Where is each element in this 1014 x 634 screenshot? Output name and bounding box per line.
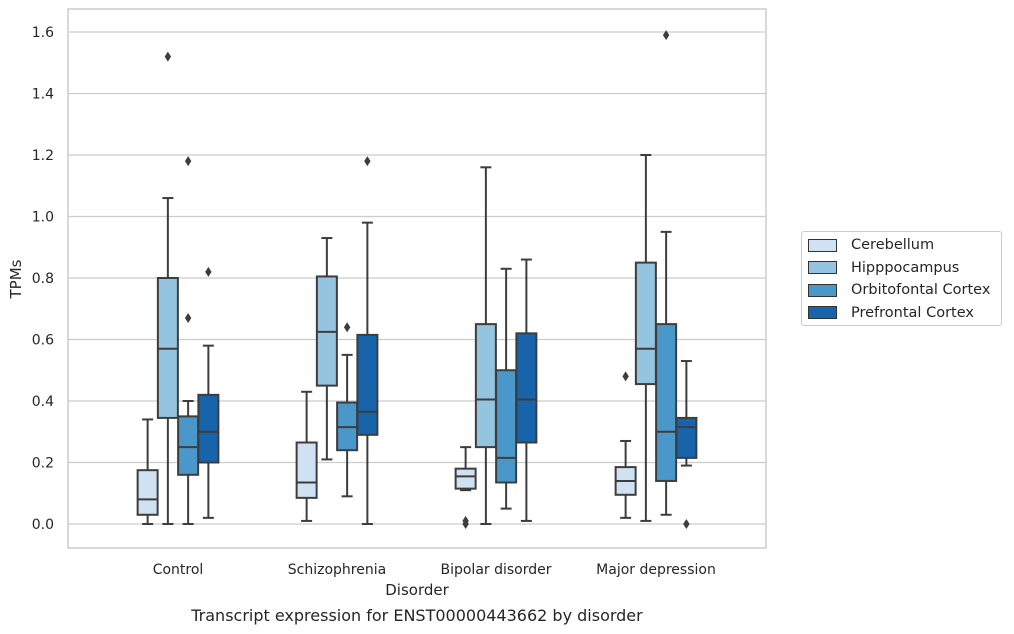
legend-item: Prefrontal Cortex: [808, 303, 974, 323]
outlier-point: [164, 51, 172, 62]
box: [495, 369, 518, 484]
box: [136, 469, 159, 516]
y-tick-label: 0.2: [32, 456, 54, 472]
outlier-point: [364, 156, 371, 167]
box-series: [136, 30, 698, 529]
series-orbitofontal-cortex: [177, 30, 678, 525]
box: [356, 333, 379, 436]
x-tick-labels: Control Schizophrenia Bipolar disorder Majo…: [153, 562, 716, 578]
legend-swatch: [808, 306, 837, 320]
box: [515, 332, 538, 444]
y-tick-label: 0.0: [32, 517, 54, 533]
outlier-point: [622, 371, 629, 382]
outlier-point: [184, 312, 192, 323]
x-tick-label: Bipolar disorder: [440, 562, 551, 578]
y-tick-label: 0.8: [32, 271, 54, 287]
legend-swatch: [808, 283, 837, 297]
y-axis-label: TPMs: [7, 259, 25, 299]
y-tick-label: 1.4: [32, 87, 54, 103]
outlier-point: [662, 30, 670, 41]
legend-label: Cerebellum: [851, 237, 935, 253]
legend: Cerebellum Hipppocampus Orbitofontal Corte…: [801, 231, 1002, 326]
legend-label: Orbitofontal Cortex: [851, 282, 991, 299]
x-axis-label: Disorder: [385, 581, 449, 599]
plot-frame: [67, 8, 767, 549]
legend-item: Hipppocampus: [808, 258, 959, 278]
legend-label: Prefrontal Cortex: [851, 304, 974, 321]
x-tick-label: Control: [153, 562, 204, 578]
y-tick-label: 1.2: [32, 148, 54, 164]
series-cerebellum: [136, 371, 637, 529]
x-tick-label: Schizophrenia: [288, 562, 386, 578]
legend-item: Cerebellum: [808, 235, 934, 255]
box: [634, 261, 657, 386]
outlier-point: [343, 322, 351, 333]
box: [197, 393, 220, 464]
legend-swatch: [808, 261, 837, 275]
box: [655, 323, 678, 482]
y-tick-label: 1.0: [32, 210, 54, 226]
series-hipppocampus: [156, 51, 657, 525]
box: [177, 415, 200, 476]
box: [454, 467, 477, 490]
y-tick-label: 0.4: [32, 394, 54, 410]
box: [675, 416, 698, 459]
box: [474, 323, 497, 449]
outlier-point: [205, 266, 212, 277]
y-tick-labels: 0.0 0.2 0.4 0.6 0.8 1.0 1.2 1.4 1.6: [32, 25, 54, 533]
outlier-point: [683, 519, 690, 529]
legend-swatch: [808, 238, 837, 252]
chart-caption: Transcript expression for ENST0000044366…: [191, 606, 643, 625]
y-tick-label: 0.6: [32, 333, 54, 349]
outlier-point: [184, 156, 192, 167]
legend-item: Orbitofontal Cortex: [808, 280, 990, 300]
outlier-point: [462, 519, 469, 529]
y-tick-label: 1.6: [32, 25, 54, 41]
x-tick-label: Major depression: [596, 562, 716, 578]
box: [295, 441, 318, 499]
legend-label: Hipppocampus: [851, 259, 960, 276]
series-prefrontal-cortex: [197, 156, 698, 529]
